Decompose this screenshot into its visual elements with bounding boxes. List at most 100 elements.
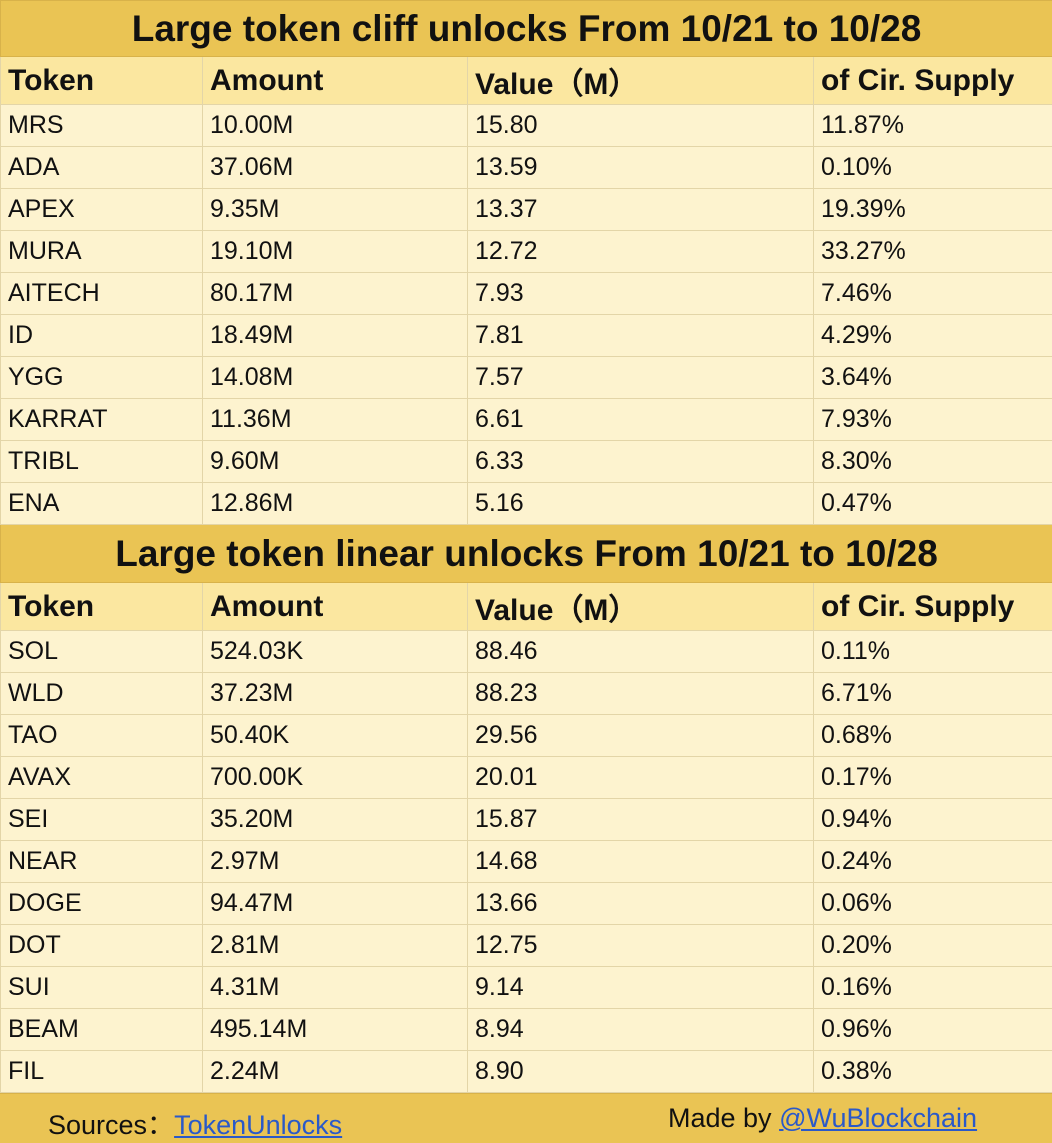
linear-title: Large token linear unlocks From 10/21 to… [1, 525, 1052, 583]
cliff-header-token: Token [1, 57, 203, 105]
sources-link[interactable]: TokenUnlocks [174, 1110, 342, 1140]
cliff-cell-amount: 37.06M [203, 147, 468, 189]
linear-cell-value: 20.01 [468, 757, 814, 799]
linear-cell-amount: 2.81M [203, 925, 468, 967]
cliff-cell-amount: 14.08M [203, 357, 468, 399]
cliff-cell-supply: 7.93% [814, 399, 1052, 441]
cliff-cell-value: 15.80 [468, 105, 814, 147]
cliff-cell-amount: 18.49M [203, 315, 468, 357]
linear-cell-amount: 35.20M [203, 799, 468, 841]
linear-cell-supply: 0.16% [814, 967, 1052, 1009]
linear-cell-token: SUI [1, 967, 203, 1009]
linear-cell-amount: 50.40K [203, 715, 468, 757]
linear-cell-token: FIL [1, 1051, 203, 1093]
cliff-cell-token: AITECH [1, 273, 203, 315]
linear-cell-value: 88.46 [468, 631, 814, 673]
linear-cell-amount: 37.23M [203, 673, 468, 715]
linear-cell-token: SOL [1, 631, 203, 673]
sources-label: Sources： [48, 1110, 174, 1140]
linear-header-row: Token Amount Value（M） of Cir. Supply [1, 583, 1052, 631]
linear-header-value: Value（M） [468, 583, 814, 631]
cliff-cell-token: TRIBL [1, 441, 203, 483]
cliff-cell-token: YGG [1, 357, 203, 399]
linear-cell-token: AVAX [1, 757, 203, 799]
linear-cell-supply: 0.11% [814, 631, 1052, 673]
linear-cell-value: 29.56 [468, 715, 814, 757]
linear-cell-token: TAO [1, 715, 203, 757]
made-by-label: Made by [668, 1103, 779, 1133]
cliff-cell-amount: 9.60M [203, 441, 468, 483]
linear-cell-value: 8.90 [468, 1051, 814, 1093]
linear-cell-supply: 0.96% [814, 1009, 1052, 1051]
cliff-title: Large token cliff unlocks From 10/21 to … [1, 1, 1052, 57]
linear-cell-token: WLD [1, 673, 203, 715]
cliff-cell-token: KARRAT [1, 399, 203, 441]
cliff-header-amount: Amount [203, 57, 468, 105]
linear-title-row: Large token linear unlocks From 10/21 to… [1, 525, 1052, 583]
made-by: Made by @WuBlockchain [668, 1103, 977, 1134]
linear-header-amount: Amount [203, 583, 468, 631]
linear-cell-value: 8.94 [468, 1009, 814, 1051]
linear-cell-supply: 0.06% [814, 883, 1052, 925]
linear-cell-value: 12.75 [468, 925, 814, 967]
linear-cell-amount: 495.14M [203, 1009, 468, 1051]
cliff-cell-amount: 10.00M [203, 105, 468, 147]
cliff-cell-supply: 19.39% [814, 189, 1052, 231]
linear-cell-supply: 0.38% [814, 1051, 1052, 1093]
linear-cell-amount: 4.31M [203, 967, 468, 1009]
cliff-cell-token: ID [1, 315, 203, 357]
linear-cell-value: 15.87 [468, 799, 814, 841]
footer-bar: Sources：TokenUnlocks Made by @WuBlockcha… [0, 1093, 1052, 1143]
linear-cell-value: 9.14 [468, 967, 814, 1009]
cliff-cell-value: 7.81 [468, 315, 814, 357]
linear-cell-value: 14.68 [468, 841, 814, 883]
cliff-header-supply: of Cir. Supply [814, 57, 1052, 105]
linear-cell-amount: 2.24M [203, 1051, 468, 1093]
cliff-cell-value: 7.57 [468, 357, 814, 399]
cliff-cell-value: 13.37 [468, 189, 814, 231]
cliff-cell-amount: 11.36M [203, 399, 468, 441]
cliff-cell-value: 6.61 [468, 399, 814, 441]
sources: Sources：TokenUnlocks [48, 1103, 342, 1142]
linear-cell-amount: 2.97M [203, 841, 468, 883]
made-by-link[interactable]: @WuBlockchain [779, 1103, 977, 1133]
linear-cell-supply: 6.71% [814, 673, 1052, 715]
cliff-cell-amount: 19.10M [203, 231, 468, 273]
cliff-cell-token: APEX [1, 189, 203, 231]
cliff-title-row: Large token cliff unlocks From 10/21 to … [1, 1, 1052, 57]
linear-header-token: Token [1, 583, 203, 631]
linear-cell-amount: 94.47M [203, 883, 468, 925]
cliff-cell-supply: 4.29% [814, 315, 1052, 357]
unlocks-table: Large token cliff unlocks From 10/21 to … [0, 0, 1052, 1093]
cliff-cell-supply: 0.47% [814, 483, 1052, 525]
linear-cell-supply: 0.17% [814, 757, 1052, 799]
cliff-cell-amount: 12.86M [203, 483, 468, 525]
cliff-cell-supply: 7.46% [814, 273, 1052, 315]
cliff-cell-amount: 80.17M [203, 273, 468, 315]
cliff-cell-value: 13.59 [468, 147, 814, 189]
cliff-cell-supply: 0.10% [814, 147, 1052, 189]
linear-cell-supply: 0.20% [814, 925, 1052, 967]
cliff-cell-supply: 8.30% [814, 441, 1052, 483]
cliff-cell-value: 7.93 [468, 273, 814, 315]
linear-cell-supply: 0.68% [814, 715, 1052, 757]
cliff-cell-supply: 33.27% [814, 231, 1052, 273]
